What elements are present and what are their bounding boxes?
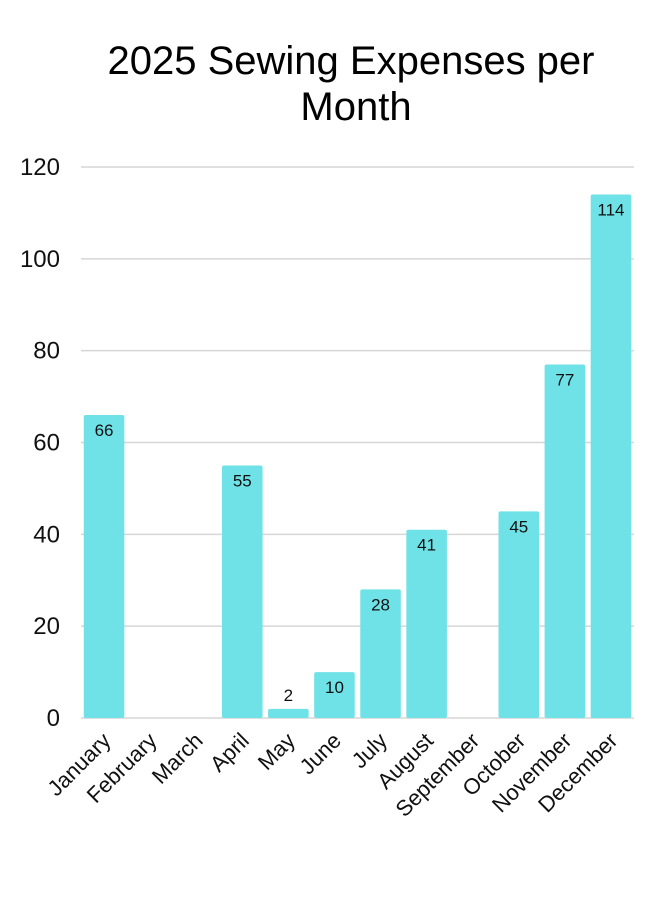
data-label-april: 55 <box>233 471 252 490</box>
bar-june <box>314 672 355 718</box>
bar-december <box>590 194 632 719</box>
y-tick-label: 100 <box>20 246 60 273</box>
x-tick-label-june: June <box>295 728 346 779</box>
data-label-october: 45 <box>509 517 528 536</box>
y-tick-label: 0 <box>47 705 60 732</box>
y-tick-label: 80 <box>33 338 60 365</box>
bar-may <box>268 708 309 718</box>
chart-title: 2025 Sewing Expenses per Month <box>108 39 595 129</box>
data-label-july: 28 <box>371 595 390 614</box>
y-tick-label: 60 <box>33 430 60 457</box>
bar-november <box>544 364 586 718</box>
bar-july <box>360 589 401 718</box>
y-axis-tick-labels: 0 20 40 60 80 100 120 <box>20 154 60 732</box>
x-tick-label-april: April <box>205 728 254 777</box>
bar-august <box>406 529 447 718</box>
chart-title-line-1: 2025 Sewing Expenses per <box>108 39 595 83</box>
data-label-december: 114 <box>597 201 624 220</box>
y-tick-label: 20 <box>33 613 60 640</box>
bar-january <box>83 414 125 718</box>
y-tick-label: 120 <box>20 154 60 181</box>
gridlines <box>81 166 634 719</box>
data-labels: 66 55 2 10 28 41 45 77 114 <box>95 201 625 705</box>
bar-april <box>222 465 263 718</box>
data-label-january: 66 <box>95 421 114 440</box>
data-label-november: 77 <box>555 370 574 389</box>
data-label-august: 41 <box>417 536 436 555</box>
x-tick-label-may: May <box>253 728 300 775</box>
bar-october <box>498 511 540 718</box>
chart-title-line-2: Month <box>300 85 411 129</box>
bars <box>83 194 632 719</box>
y-tick-label: 40 <box>33 521 60 548</box>
data-label-may: 2 <box>284 686 293 705</box>
x-tick-label-march: March <box>147 728 208 789</box>
data-label-june: 10 <box>325 678 344 697</box>
